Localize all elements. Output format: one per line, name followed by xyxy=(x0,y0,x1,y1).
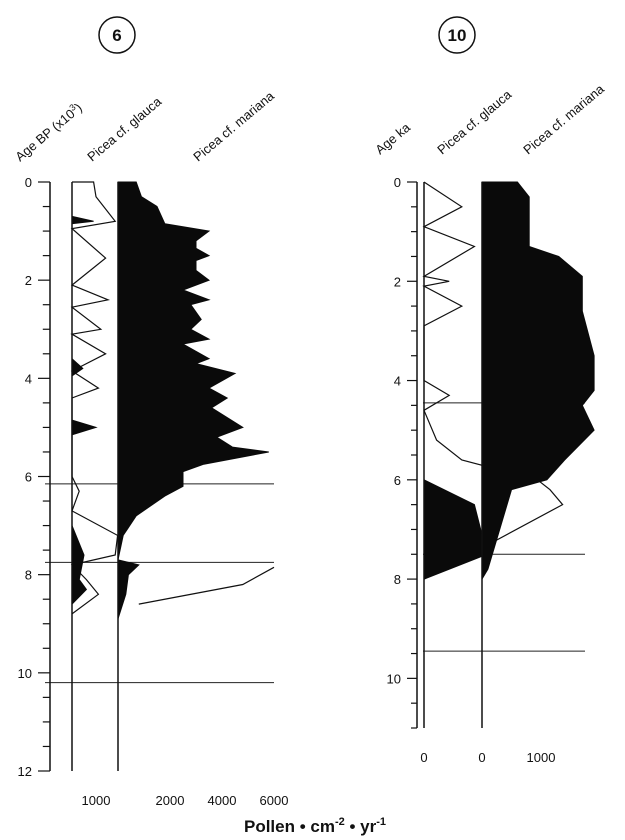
x-tick-label-0-1-2: 6000 xyxy=(260,793,289,808)
curve-0-0-blob-0 xyxy=(71,215,94,225)
x-tick-label-0-0-0: 1000 xyxy=(82,793,111,808)
column-heading-0-0: Picea cf. glauca xyxy=(84,93,165,164)
curve-0-0-blob-1 xyxy=(71,357,84,377)
age-axis-title-1: Age ka xyxy=(372,119,413,157)
age-tick-label-0-4: 8 xyxy=(25,568,32,583)
curve-0-1-fill xyxy=(117,181,269,619)
x-tick-label-0-1-0: 2000 xyxy=(156,793,185,808)
age-axis-title-text-1: Age ka xyxy=(372,119,413,157)
curve-1-0-blob-0 xyxy=(423,478,488,580)
age-tick-label-0-5: 10 xyxy=(18,666,32,681)
age-tick-label-1-5: 10 xyxy=(387,671,401,686)
curve-1-1-fill xyxy=(481,181,595,581)
curve-0-1-extra xyxy=(138,566,275,605)
column-heading-1-1: Picea cf. mariana xyxy=(520,81,607,158)
age-axis-title-0: Age BP (x103) xyxy=(12,99,85,164)
x-tick-label-1-1-0: 0 xyxy=(478,750,485,765)
x-tick-label-1-1-1: 1000 xyxy=(527,750,556,765)
site-label-0: 6 xyxy=(112,26,121,45)
age-axis-title-sup-0: 3 xyxy=(67,102,77,113)
pollen-curves xyxy=(70,181,595,619)
age-tick-label-1-3: 6 xyxy=(394,473,401,488)
age-tick-label-1-0: 0 xyxy=(394,175,401,190)
curve-0-0-blob-3 xyxy=(71,525,88,606)
site-label-1: 10 xyxy=(448,26,467,45)
age-tick-label-0-6: 12 xyxy=(18,764,32,779)
site-circle-0 xyxy=(98,16,136,54)
age-tick-label-0-3: 6 xyxy=(25,470,32,485)
x-axis-title-0: Pollen • cm-2 • yr-1 xyxy=(244,816,386,836)
axes xyxy=(38,16,483,772)
curve-0-0-blob-2 xyxy=(71,419,98,436)
x-axis-title-sup2: -1 xyxy=(376,816,386,828)
x-tick-label-0-1-1: 4000 xyxy=(208,793,237,808)
column-heading-0-1: Picea cf. mariana xyxy=(190,88,277,165)
x-axis-title-sup1: -2 xyxy=(335,816,345,828)
site-circle-1 xyxy=(438,16,476,54)
age-tick-label-1-2: 4 xyxy=(394,374,401,389)
age-tick-label-0-2: 4 xyxy=(25,371,32,386)
age-axis-title-text-0: Age BP (x10 xyxy=(12,106,77,164)
age-tick-label-1-1: 2 xyxy=(394,274,401,289)
column-heading-1-0: Picea cf. glauca xyxy=(434,86,515,157)
age-tick-label-0-0: 0 xyxy=(25,175,32,190)
curve-0-0-line xyxy=(70,181,119,615)
age-tick-label-1-4: 8 xyxy=(394,572,401,587)
x-axis-title-a: Pollen • cm xyxy=(244,817,335,836)
x-axis-title-mid: • yr xyxy=(345,817,377,836)
age-tick-label-0-1: 2 xyxy=(25,273,32,288)
x-tick-label-1-0-0: 0 xyxy=(420,750,427,765)
